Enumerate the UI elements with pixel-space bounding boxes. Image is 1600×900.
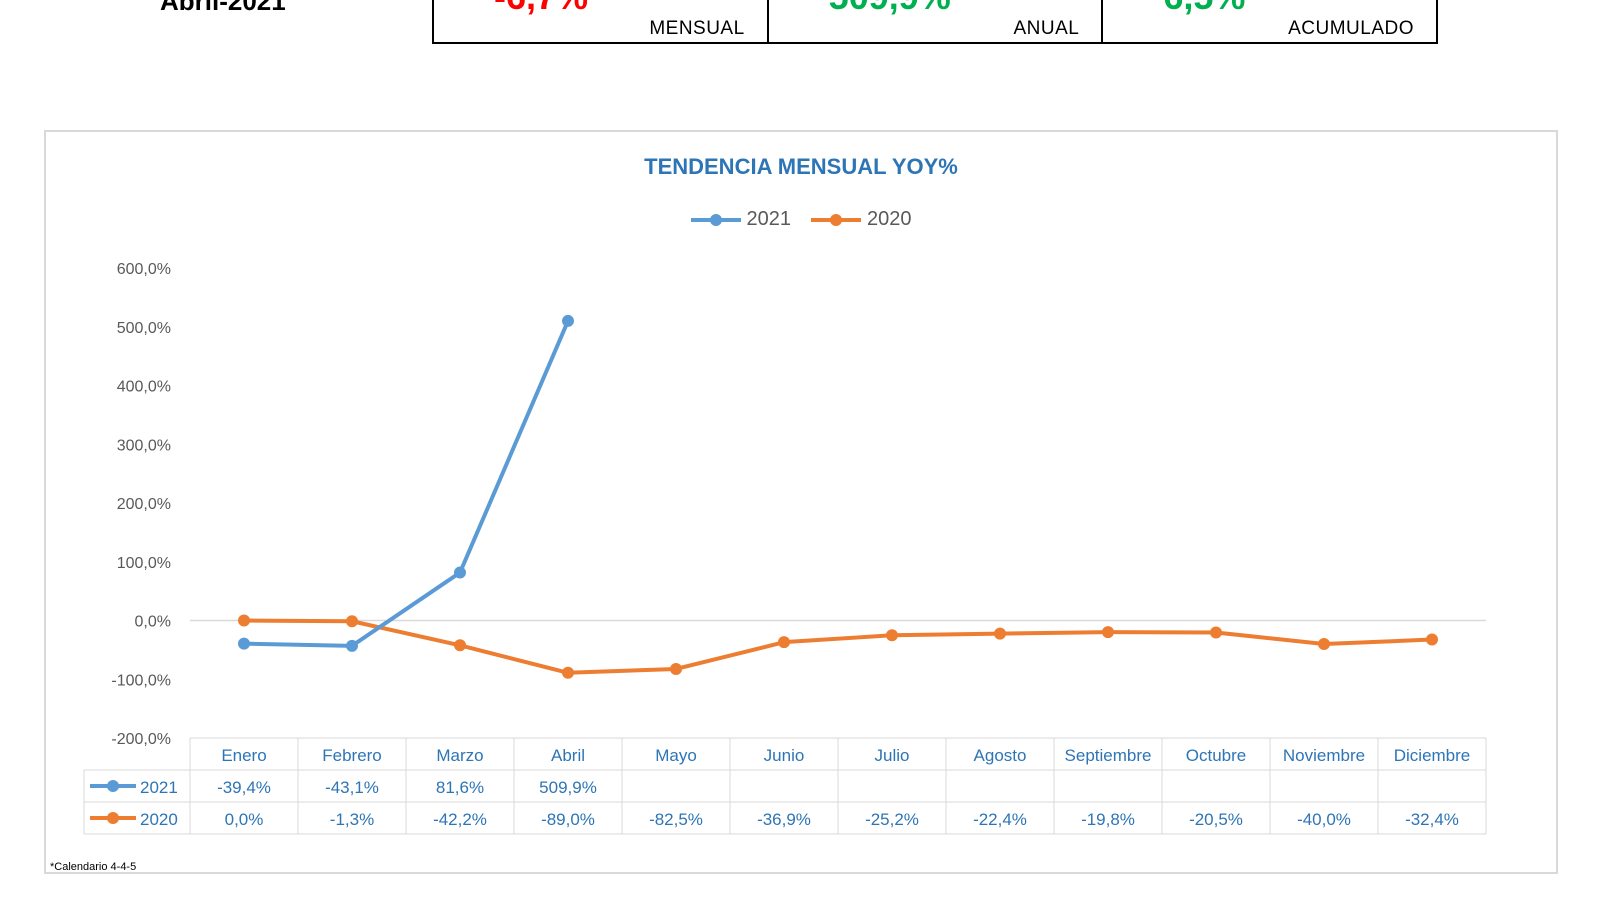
data-point-2020 bbox=[994, 627, 1006, 640]
kpi-cumulative-value: 6,5% bbox=[1163, 0, 1245, 18]
data-point-2020 bbox=[1426, 633, 1438, 646]
data-table-value: -32,4% bbox=[1405, 810, 1459, 829]
data-table-value: -1,3% bbox=[330, 810, 374, 829]
data-table-value: -43,1% bbox=[325, 778, 379, 797]
y-tick-label: 200,0% bbox=[117, 496, 171, 513]
table-series-key-marker bbox=[107, 812, 119, 824]
category-label: Septiembre bbox=[1065, 746, 1152, 765]
kpi-monthly: -6,7% MENSUAL bbox=[434, 0, 769, 42]
y-tick-label: -100,0% bbox=[111, 672, 171, 689]
data-table-value: -36,9% bbox=[757, 810, 811, 829]
data-table-value: -20,5% bbox=[1189, 810, 1243, 829]
kpi-panel: -6,7% MENSUAL 509,9% ANUAL 6,5% ACUMULAD… bbox=[432, 0, 1438, 44]
category-label: Febrero bbox=[322, 746, 382, 765]
legend-label-2021: 2021 bbox=[746, 208, 792, 230]
data-table-value: -22,4% bbox=[973, 810, 1027, 829]
legend-label-2020: 2020 bbox=[867, 208, 912, 230]
kpi-monthly-label: MENSUAL bbox=[649, 18, 745, 39]
legend-item-2020: 2020 bbox=[811, 208, 912, 231]
y-tick-label: 300,0% bbox=[117, 437, 171, 454]
series-line-2020 bbox=[242, 618, 1434, 675]
category-label: Marzo bbox=[436, 746, 483, 765]
data-table-value: 0,0% bbox=[225, 810, 264, 829]
category-label: Abril bbox=[551, 746, 585, 765]
kpi-cumulative: 6,5% ACUMULADO bbox=[1103, 0, 1436, 42]
footnote: *Calendario 4-4-5 bbox=[50, 861, 137, 873]
y-tick-label: -200,0% bbox=[111, 731, 171, 748]
data-table-value: -40,0% bbox=[1297, 810, 1351, 829]
kpi-annual-label: ANUAL bbox=[1013, 18, 1080, 39]
series-line-2021 bbox=[242, 318, 570, 648]
report-period: Abril-2021 bbox=[160, 0, 286, 16]
category-label: Junio bbox=[764, 746, 805, 765]
data-point-2020 bbox=[886, 629, 898, 642]
data-point-2020 bbox=[1102, 626, 1114, 639]
table-series-name: 2020 bbox=[140, 810, 178, 829]
y-tick-label: 100,0% bbox=[117, 555, 171, 572]
data-point-2021 bbox=[562, 314, 574, 327]
data-table-value: -89,0% bbox=[541, 810, 595, 829]
data-point-2020 bbox=[1210, 626, 1222, 639]
kpi-cumulative-label: ACUMULADO bbox=[1288, 18, 1415, 39]
data-point-2020 bbox=[346, 615, 358, 628]
data-point-2020 bbox=[670, 662, 682, 675]
data-point-2020 bbox=[562, 666, 574, 679]
legend-item-2021: 2021 bbox=[690, 208, 792, 231]
data-table-value: -19,8% bbox=[1081, 810, 1135, 829]
category-label: Enero bbox=[221, 746, 266, 765]
category-label: Mayo bbox=[655, 746, 697, 765]
table-series-key-marker bbox=[107, 780, 119, 792]
data-table-value: -25,2% bbox=[865, 810, 919, 829]
data-table-value: 81,6% bbox=[436, 778, 484, 797]
category-label: Diciembre bbox=[1394, 746, 1471, 765]
y-tick-label: 500,0% bbox=[117, 320, 171, 337]
data-point-2020 bbox=[238, 614, 250, 627]
data-point-2021 bbox=[238, 637, 250, 650]
table-series-name: 2021 bbox=[140, 778, 178, 797]
chart-card: TENDENCIA MENSUAL YOY% 2021 2020 600,0% 5… bbox=[44, 130, 1558, 874]
data-point-2020 bbox=[1318, 638, 1330, 650]
legend-marker-2020 bbox=[811, 213, 861, 227]
data-point-2021 bbox=[454, 566, 466, 579]
data-point-2020 bbox=[778, 636, 790, 649]
data-table-value: 509,9% bbox=[539, 778, 597, 797]
chart-title: TENDENCIA MENSUAL YOY% bbox=[644, 154, 958, 179]
legend-marker-2021 bbox=[690, 213, 741, 227]
data-point-2021 bbox=[346, 639, 358, 652]
y-tick-label: 400,0% bbox=[117, 379, 171, 396]
data-table-value: -42,2% bbox=[433, 810, 487, 829]
category-label: Octubre bbox=[1186, 746, 1246, 765]
kpi-annual: 509,9% ANUAL bbox=[769, 0, 1104, 42]
kpi-annual-value: 509,9% bbox=[829, 0, 951, 18]
data-point-2020 bbox=[454, 639, 466, 652]
kpi-monthly-value: -6,7% bbox=[494, 0, 588, 18]
y-tick-label: 0,0% bbox=[135, 614, 171, 631]
data-table-value: -82,5% bbox=[649, 810, 703, 829]
category-label: Noviembre bbox=[1283, 746, 1365, 765]
chart-legend: 2021 2020 bbox=[46, 208, 1556, 231]
y-tick-label: 600,0% bbox=[117, 261, 171, 278]
category-label: Julio bbox=[875, 746, 910, 765]
data-table-value: -39,4% bbox=[217, 778, 271, 797]
category-label: Agosto bbox=[974, 746, 1027, 765]
line-chart-plot: 600,0% 500,0% 400,0% 300,0% 200,0% 100,0% 0,0%… bbox=[83, 261, 1487, 835]
